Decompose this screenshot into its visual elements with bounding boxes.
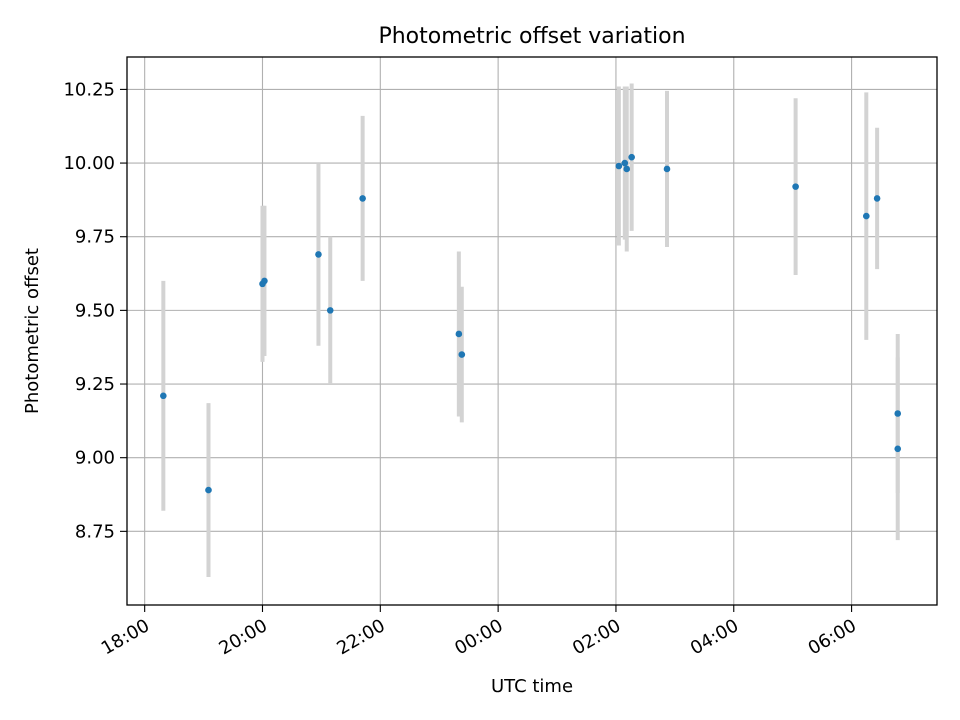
data-point [160,392,167,400]
data-point [863,212,870,220]
y-tick-label: 10.25 [63,79,115,100]
data-point [792,183,799,190]
data-point [628,153,635,161]
data-point [623,165,631,173]
data-point [621,159,629,167]
data-points [160,153,902,494]
chart-title: Photometric offset variation [378,24,685,49]
y-tick-label: 9.00 [75,448,115,469]
y-tick-label: 9.75 [75,227,115,248]
data-point [663,165,671,173]
y-axis-ticks: 8.75 9.00 9.25 9.50 9.75 10.00 10.25 [63,79,127,542]
data-point [455,330,463,338]
y-tick-label: 9.50 [75,300,115,321]
plot-frame [126,56,938,606]
data-point [894,445,902,453]
y-tick-label: 9.25 [75,374,115,395]
data-point [261,277,268,285]
x-axis-label: UTC time [491,676,573,697]
y-tick-label: 8.75 [75,521,115,542]
data-point [894,410,902,417]
data-point [873,195,881,202]
data-point [359,195,366,202]
data-point [458,351,466,358]
y-tick-label: 10.00 [63,153,115,174]
data-point [205,486,212,494]
y-axis-label: Photometric offset [22,248,43,414]
data-point [326,307,334,314]
data-point [615,162,623,170]
data-point [315,251,322,258]
